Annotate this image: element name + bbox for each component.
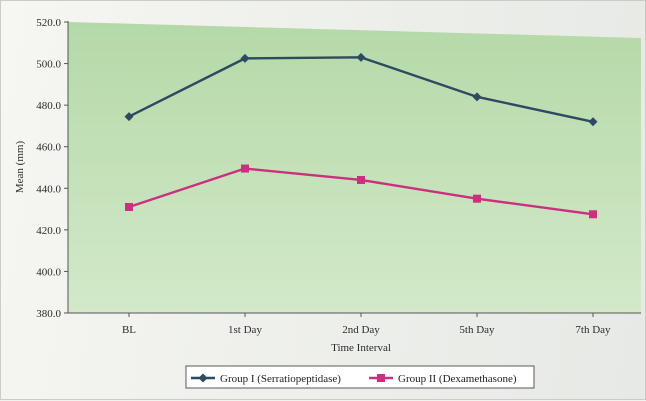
group-2-data-point [473, 194, 481, 203]
group-1-data-point [356, 52, 366, 62]
group-1-legend-label: Group I (Serratiopeptidase) [220, 373, 341, 385]
x-tick-label: 2nd Day [342, 324, 380, 336]
group-1-data-point [240, 53, 250, 63]
legend: Group I (Serratiopeptidase) Group II (Dex… [185, 365, 535, 389]
x-tick-label: 7th Day [575, 324, 611, 336]
group-2-data-point [357, 175, 365, 184]
y-tick-label: 400.0 [36, 266, 61, 278]
y-tick-label: 440.0 [36, 183, 61, 195]
group-1-data-point [588, 117, 598, 127]
x-axis-title: Time Interval [331, 342, 391, 354]
series-layer [124, 52, 598, 219]
group-2-legend-marker [377, 374, 385, 382]
y-tick-label: 500.0 [36, 59, 61, 71]
y-axis-title: Mean (mm) [14, 141, 26, 194]
x-tick-label: BL [122, 324, 136, 336]
x-tick-label: 5th Day [459, 324, 495, 336]
plot-area [68, 22, 641, 313]
y-axis-ticks: 380.0 400.0 420.0 440.0 460.0 480.0 500.0 520.0 [36, 17, 68, 320]
legend-items: Group I (Serratiopeptidase) Group II (Dex… [191, 373, 517, 385]
group-1-legend-marker [198, 373, 208, 383]
group-2-data-point [241, 164, 249, 173]
y-tick-label: 460.0 [36, 142, 61, 154]
y-tick-label: 420.0 [36, 225, 61, 237]
x-axis-ticks: BL 1st Day 2nd Day 5th Day 7th Day [122, 313, 611, 336]
group-2-data-point [125, 202, 133, 211]
group-1-data-point [472, 92, 482, 102]
y-tick-label: 480.0 [36, 100, 61, 112]
group-1-data-point [124, 112, 134, 122]
legend-box [185, 365, 535, 389]
group-2-data-point [589, 210, 597, 219]
x-tick-label: 1st Day [228, 324, 262, 336]
y-tick-label: 520.0 [36, 17, 61, 29]
group-2-legend-label: Group II (Dexamethasone) [398, 373, 517, 385]
y-tick-label: 380.0 [36, 308, 61, 320]
